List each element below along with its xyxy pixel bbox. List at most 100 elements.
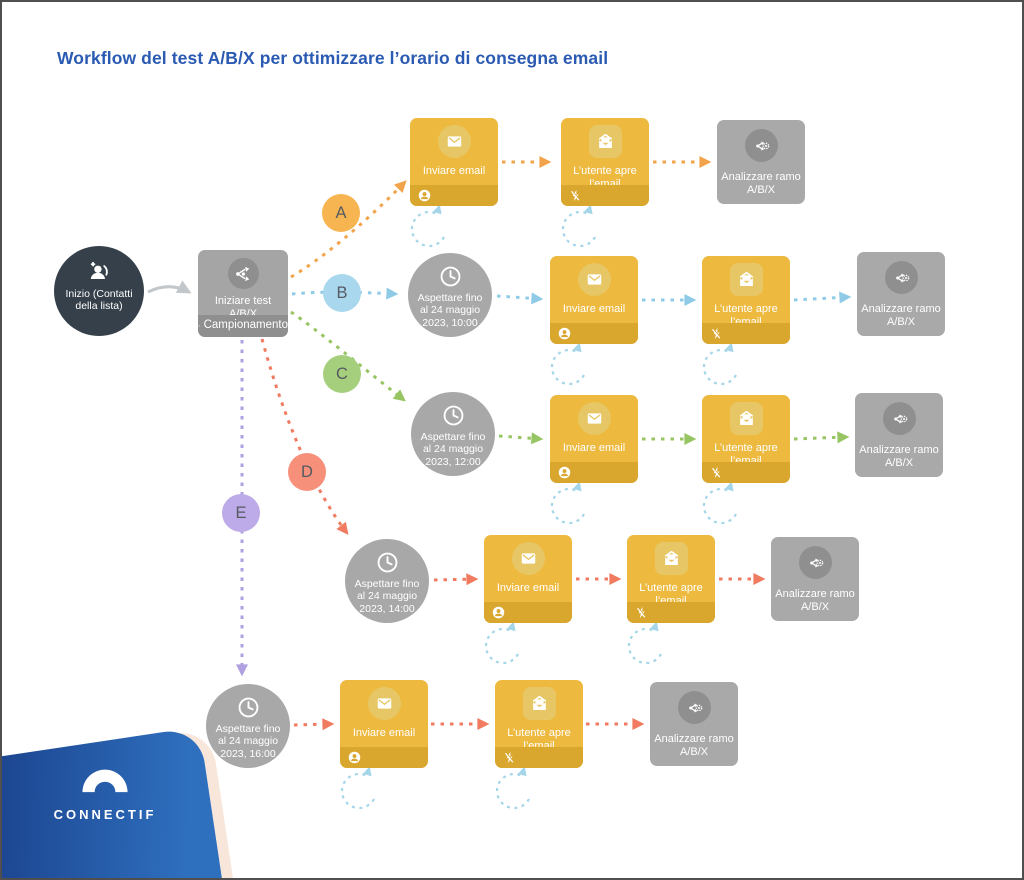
send-email-node-e[interactable]: Inviare email	[340, 680, 428, 768]
arch-icon	[79, 766, 131, 794]
person-icon	[557, 465, 572, 480]
person-icon	[557, 326, 572, 341]
connector-d-wait-send	[433, 573, 479, 586]
branch-label-e: E	[222, 494, 260, 532]
node-footer-strip	[340, 747, 428, 768]
loop-arc	[484, 621, 519, 665]
node-footer-strip	[410, 185, 498, 206]
connector-c-open-analyze	[793, 431, 850, 444]
send-email-label: Inviare email	[352, 727, 416, 739]
open-envelope-icon	[654, 542, 688, 575]
sampling-badge-label: Campionamento	[203, 319, 288, 332]
node-footer-strip	[484, 602, 572, 623]
send-email-label: Inviare email	[496, 582, 560, 594]
branch-label-c: C	[323, 355, 361, 393]
connector-branch-a	[290, 180, 407, 279]
wait-node-d[interactable]: Aspettare fino al 24 maggio 2023, 14:00	[345, 539, 429, 623]
wait-node-label: Aspettare fino al 24 maggio 2023, 14:00	[354, 578, 420, 615]
envelope-icon	[577, 263, 611, 296]
page-title: Workflow del test A/B/X per ottimizzare …	[57, 48, 609, 68]
connector-b-open-analyze	[793, 291, 852, 304]
brand-name: CONNECTIF	[53, 807, 157, 822]
loop-arc	[410, 204, 445, 248]
loop-arc	[702, 342, 737, 386]
open-email-node-e[interactable]: L’utente apre l’email	[495, 680, 583, 768]
clock-icon	[375, 550, 400, 575]
analyze-branch-icon	[798, 546, 832, 579]
branch-label-b: B	[323, 274, 361, 312]
wait-node-label: Aspettare fino al 24 maggio 2023, 12:00	[420, 431, 486, 468]
envelope-icon	[367, 687, 401, 720]
send-email-node-a[interactable]: Inviare email	[410, 118, 498, 206]
envelope-icon	[577, 402, 611, 435]
loop-arc	[627, 621, 662, 665]
loop-arc	[550, 481, 585, 525]
send-email-label: Inviare email	[562, 303, 626, 315]
loop-arc	[550, 342, 585, 386]
loop-arc	[495, 766, 530, 810]
open-envelope-icon	[588, 125, 622, 158]
send-email-label: Inviare email	[562, 442, 626, 454]
start-test-node[interactable]: Iniziare test A/B/X Campionamento	[198, 250, 288, 337]
analyze-node-b[interactable]: Analizzare ramo A/B/X	[857, 252, 945, 336]
open-envelope-icon	[522, 687, 556, 720]
connector-c-wait-send	[498, 432, 544, 445]
start-node[interactable]: Inizio (Contatti della lista)	[54, 246, 144, 336]
analyze-branch-icon	[884, 261, 918, 294]
analyze-node-e[interactable]: Analizzare ramo A/B/X	[650, 682, 738, 766]
branch-label-d: D	[288, 453, 326, 491]
send-email-node-b[interactable]: Inviare email	[550, 256, 638, 344]
clock-icon	[441, 403, 466, 428]
wait-node-c[interactable]: Aspettare fino al 24 maggio 2023, 12:00	[411, 392, 495, 476]
loop-arc	[702, 481, 737, 525]
sampling-badge: Campionamento	[198, 315, 288, 337]
branch-label-a: A	[322, 194, 360, 232]
open-email-node-c[interactable]: L’utente apre l’email	[702, 395, 790, 483]
node-footer-strip	[561, 185, 649, 206]
envelope-icon	[511, 542, 545, 575]
analyze-branch-icon	[882, 402, 916, 435]
send-email-node-c[interactable]: Inviare email	[550, 395, 638, 483]
timer-icon	[198, 319, 201, 333]
node-footer-strip	[702, 462, 790, 483]
flash-off-icon	[634, 605, 649, 620]
node-footer-strip	[550, 323, 638, 344]
loop-arc	[561, 204, 596, 248]
person-icon	[417, 188, 432, 203]
person-icon	[347, 750, 362, 765]
analyze-label: Analizzare ramo A/B/X	[861, 303, 941, 328]
analyze-node-a[interactable]: Analizzare ramo A/B/X	[717, 120, 805, 204]
clock-icon	[236, 695, 261, 720]
analyze-label: Analizzare ramo A/B/X	[775, 588, 855, 613]
analyze-node-c[interactable]: Analizzare ramo A/B/X	[855, 393, 943, 477]
node-footer-strip	[627, 602, 715, 623]
flash-off-icon	[568, 188, 583, 203]
analyze-label: Analizzare ramo A/B/X	[654, 733, 734, 758]
person-icon	[491, 605, 506, 620]
wait-node-b[interactable]: Aspettare fino al 24 maggio 2023, 10:00	[408, 253, 492, 337]
flash-off-icon	[709, 326, 724, 341]
split-arrows-icon	[227, 258, 259, 289]
connector-e-wait-send	[293, 718, 335, 731]
open-email-node-d[interactable]: L’utente apre l’email	[627, 535, 715, 623]
open-email-node-a[interactable]: L’utente apre l’email	[561, 118, 649, 206]
add-contacts-icon	[86, 259, 112, 285]
send-email-label: Inviare email	[422, 165, 486, 177]
analyze-node-d[interactable]: Analizzare ramo A/B/X	[771, 537, 859, 621]
envelope-icon	[437, 125, 471, 158]
wait-node-e[interactable]: Aspettare fino al 24 maggio 2023, 16:00	[206, 684, 290, 768]
connector-branch-d	[260, 338, 349, 535]
loop-arc	[340, 766, 375, 810]
open-envelope-icon	[729, 263, 763, 296]
send-email-node-d[interactable]: Inviare email	[484, 535, 572, 623]
clock-icon	[438, 264, 463, 289]
connector-b-wait-send	[496, 292, 544, 305]
node-footer-strip	[495, 747, 583, 768]
start-node-label: Inizio (Contatti della lista)	[65, 288, 133, 313]
wait-node-label: Aspettare fino al 24 maggio 2023, 16:00	[215, 723, 281, 760]
connector-branch-c	[290, 310, 406, 402]
open-envelope-icon	[729, 402, 763, 435]
open-email-node-b[interactable]: L’utente apre l’email	[702, 256, 790, 344]
